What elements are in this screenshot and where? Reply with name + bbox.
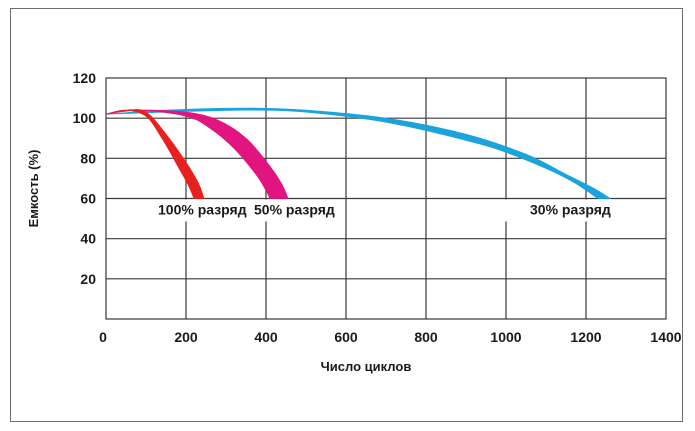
series-label-0: 100% разряд (158, 202, 247, 218)
x-tick-200: 200 (174, 329, 198, 345)
label-strip-left (138, 199, 298, 222)
x-tick-1400: 1400 (650, 329, 681, 345)
x-tick-400: 400 (254, 329, 278, 345)
series-label-2: 30% разряд (530, 202, 611, 218)
y-tick-60: 60 (80, 191, 96, 207)
label-backgrounds (138, 199, 624, 222)
y-tick-120: 120 (73, 70, 97, 86)
label-strip-right (502, 199, 624, 222)
x-tick-600: 600 (334, 329, 358, 345)
x-tick-800: 800 (414, 329, 438, 345)
capacity-chart: 0 200 400 600 800 1000 1200 1400 20 40 60 80 100 120… (26, 70, 682, 374)
x-axis-label: Число циклов (321, 359, 412, 374)
x-tick-0: 0 (99, 329, 107, 345)
series-label-1: 50% разряд (254, 202, 335, 218)
y-tick-labels: 20 40 60 80 100 120 (73, 70, 97, 287)
chart-frame: 0 200 400 600 800 1000 1200 1400 20 40 60 80 100 120… (10, 8, 683, 422)
x-tick-1200: 1200 (570, 329, 601, 345)
x-tick-1000: 1000 (490, 329, 521, 345)
x-tick-labels: 0 200 400 600 800 1000 1200 1400 (99, 329, 682, 345)
series-band-1 (105, 109, 289, 199)
series-band-2 (105, 107, 612, 199)
grid (105, 77, 667, 320)
series-areas (105, 107, 612, 199)
series-labels: 100% разряд 50% разряд 30% разряд (158, 202, 611, 218)
y-tick-40: 40 (80, 231, 96, 247)
y-tick-80: 80 (80, 150, 96, 166)
y-tick-100: 100 (73, 110, 97, 126)
series-band-0 (105, 109, 205, 199)
y-tick-20: 20 (80, 271, 96, 287)
y-axis-label: Емкость (%) (26, 150, 41, 228)
